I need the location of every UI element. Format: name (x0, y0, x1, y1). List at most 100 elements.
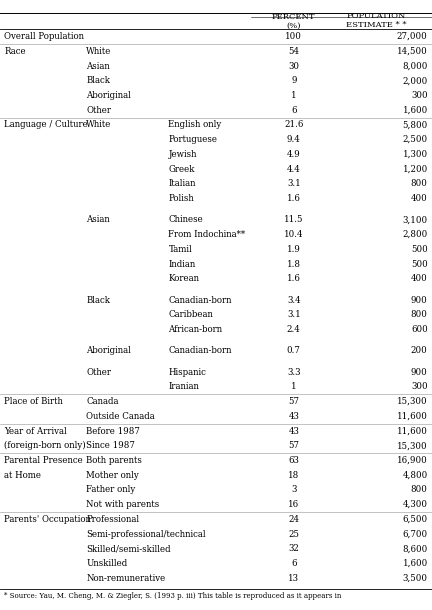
Text: * Source: Yau, M. Cheng, M. & Ziegler, S. (1993 p. iii) This table is reproduced: * Source: Yau, M. Cheng, M. & Ziegler, S… (4, 592, 342, 600)
Text: 3,500: 3,500 (403, 574, 428, 583)
Text: 900: 900 (411, 296, 428, 304)
Text: 4.9: 4.9 (287, 150, 301, 159)
Text: 6: 6 (291, 106, 296, 115)
Text: 18: 18 (288, 471, 299, 479)
Text: 6,500: 6,500 (403, 515, 428, 524)
Text: 400: 400 (411, 194, 428, 203)
Text: Language / Culture: Language / Culture (4, 120, 88, 129)
Text: English only: English only (168, 120, 222, 129)
Text: 200: 200 (411, 346, 428, 356)
Text: Iranian: Iranian (168, 382, 199, 392)
Text: Indian: Indian (168, 259, 196, 268)
Text: 8,000: 8,000 (402, 62, 428, 71)
Text: Both parents: Both parents (86, 456, 142, 465)
Text: 3.1: 3.1 (287, 310, 301, 319)
Text: 11,600: 11,600 (397, 412, 428, 421)
Text: 3: 3 (291, 486, 296, 495)
Text: African-born: African-born (168, 325, 222, 334)
Text: Since 1987: Since 1987 (86, 441, 135, 450)
Text: 6: 6 (291, 559, 296, 568)
Text: POPULATION
ESTIMATE * *: POPULATION ESTIMATE * * (346, 12, 406, 29)
Text: Before 1987: Before 1987 (86, 426, 140, 436)
Text: 1.6: 1.6 (287, 194, 301, 203)
Text: 57: 57 (288, 397, 299, 406)
Text: 900: 900 (411, 368, 428, 377)
Text: Caribbean: Caribbean (168, 310, 213, 319)
Text: 16: 16 (288, 500, 299, 509)
Text: 1.6: 1.6 (287, 274, 301, 283)
Text: Mother only: Mother only (86, 471, 139, 479)
Text: 13: 13 (288, 574, 299, 583)
Text: 1.9: 1.9 (287, 245, 301, 254)
Text: Place of Birth: Place of Birth (4, 397, 63, 406)
Text: 3.3: 3.3 (287, 368, 301, 377)
Text: Canadian-born: Canadian-born (168, 296, 232, 304)
Text: 4.4: 4.4 (287, 165, 301, 174)
Text: 57: 57 (288, 441, 299, 450)
Text: Outside Canada: Outside Canada (86, 412, 155, 421)
Text: Parental Presence: Parental Presence (4, 456, 83, 465)
Text: 3.1: 3.1 (287, 179, 301, 188)
Text: 3,100: 3,100 (403, 215, 428, 224)
Text: 300: 300 (411, 91, 428, 100)
Text: White: White (86, 120, 112, 129)
Text: 1,200: 1,200 (403, 165, 428, 174)
Text: 10.4: 10.4 (284, 230, 304, 239)
Text: 15,300: 15,300 (397, 441, 428, 450)
Text: Year of Arrival: Year of Arrival (4, 426, 67, 436)
Text: Unskilled: Unskilled (86, 559, 127, 568)
Text: 1: 1 (291, 91, 297, 100)
Text: Asian: Asian (86, 62, 110, 71)
Text: 24: 24 (288, 515, 299, 524)
Text: White: White (86, 47, 112, 56)
Text: 500: 500 (411, 259, 428, 268)
Text: Other: Other (86, 368, 111, 377)
Text: Canadian-born: Canadian-born (168, 346, 232, 356)
Text: 300: 300 (411, 382, 428, 392)
Text: Aboriginal: Aboriginal (86, 91, 131, 100)
Text: 0.7: 0.7 (287, 346, 301, 356)
Text: Overall Population: Overall Population (4, 32, 84, 41)
Text: at Home: at Home (4, 471, 41, 479)
Text: 16,900: 16,900 (397, 456, 428, 465)
Text: Professional: Professional (86, 515, 140, 524)
Text: 6,700: 6,700 (403, 529, 428, 539)
Text: 1,300: 1,300 (403, 150, 428, 159)
Text: PERCENT
(%): PERCENT (%) (272, 13, 315, 30)
Text: 30: 30 (288, 62, 299, 71)
Text: 600: 600 (411, 325, 428, 334)
Text: 1.8: 1.8 (287, 259, 301, 268)
Text: 15,300: 15,300 (397, 397, 428, 406)
Text: 800: 800 (411, 486, 428, 495)
Text: 1: 1 (291, 382, 297, 392)
Text: Aboriginal: Aboriginal (86, 346, 131, 356)
Text: 32: 32 (288, 544, 299, 553)
Text: Greek: Greek (168, 165, 195, 174)
Text: 9.4: 9.4 (287, 135, 301, 144)
Text: 11.5: 11.5 (284, 215, 304, 224)
Text: 500: 500 (411, 245, 428, 254)
Text: Chinese: Chinese (168, 215, 203, 224)
Text: Polish: Polish (168, 194, 194, 203)
Text: 400: 400 (411, 274, 428, 283)
Text: Tamil: Tamil (168, 245, 192, 254)
Text: 800: 800 (411, 310, 428, 319)
Text: Other: Other (86, 106, 111, 115)
Text: 54: 54 (288, 47, 299, 56)
Text: From Indochina**: From Indochina** (168, 230, 246, 239)
Text: Skilled/semi-skilled: Skilled/semi-skilled (86, 544, 171, 553)
Text: 2.4: 2.4 (287, 325, 301, 334)
Text: 21.6: 21.6 (284, 120, 303, 129)
Text: Father only: Father only (86, 486, 136, 495)
Text: Not with parents: Not with parents (86, 500, 160, 509)
Text: 4,300: 4,300 (403, 500, 428, 509)
Text: (foreign-born only): (foreign-born only) (4, 441, 86, 450)
Text: Jewish: Jewish (168, 150, 197, 159)
Text: 8,600: 8,600 (403, 544, 428, 553)
Text: Black: Black (86, 296, 111, 304)
Text: 100: 100 (285, 32, 302, 41)
Text: 800: 800 (411, 179, 428, 188)
Text: Black: Black (86, 76, 111, 85)
Text: Asian: Asian (86, 215, 110, 224)
Text: Semi-professional/technical: Semi-professional/technical (86, 529, 206, 539)
